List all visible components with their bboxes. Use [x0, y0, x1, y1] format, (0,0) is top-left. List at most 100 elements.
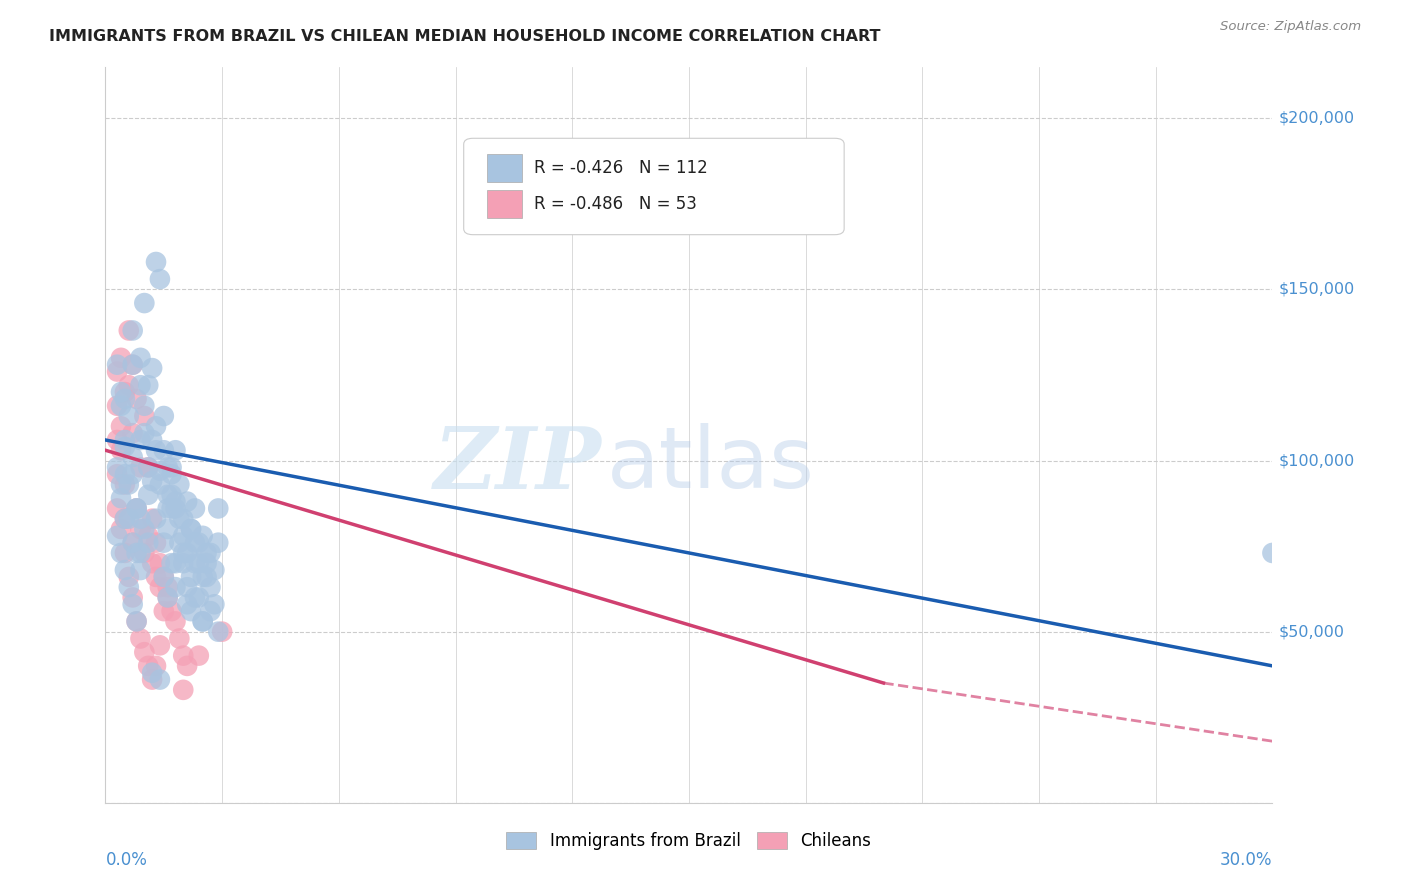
Point: [136, 460, 159, 475]
Point: [207, 624, 229, 639]
Point: [118, 580, 141, 594]
Point: [195, 556, 218, 570]
Point: [156, 488, 179, 502]
Point: [169, 535, 191, 549]
Point: [114, 512, 136, 526]
Point: [160, 467, 183, 482]
Point: [114, 477, 136, 491]
Point: [134, 426, 156, 441]
FancyBboxPatch shape: [486, 154, 522, 183]
Point: [118, 323, 141, 337]
Point: [110, 477, 132, 491]
Point: [191, 615, 214, 629]
Point: [141, 512, 163, 526]
Point: [141, 361, 163, 376]
Text: $100,000: $100,000: [1278, 453, 1354, 468]
Point: [180, 570, 202, 584]
Point: [165, 580, 187, 594]
Point: [110, 491, 132, 505]
Point: [136, 535, 159, 549]
Point: [110, 399, 132, 413]
Point: [180, 522, 202, 536]
Point: [110, 443, 132, 458]
Point: [165, 615, 187, 629]
Point: [110, 522, 132, 536]
Point: [125, 501, 148, 516]
Point: [121, 426, 143, 441]
Point: [169, 477, 191, 491]
Point: [172, 512, 194, 526]
Point: [121, 535, 143, 549]
Point: [114, 433, 136, 447]
Point: [105, 529, 128, 543]
Point: [141, 665, 163, 680]
Point: [145, 512, 167, 526]
Point: [149, 477, 172, 491]
Point: [149, 272, 172, 286]
Point: [105, 467, 128, 482]
Point: [136, 529, 159, 543]
Point: [136, 659, 159, 673]
Point: [176, 494, 198, 508]
Point: [172, 648, 194, 663]
Point: [207, 501, 229, 516]
Point: [207, 535, 229, 549]
Point: [160, 556, 183, 570]
Point: [129, 563, 152, 577]
Point: [187, 648, 209, 663]
Point: [172, 529, 194, 543]
Point: [134, 546, 156, 560]
Point: [118, 378, 141, 392]
Text: R = -0.426   N = 112: R = -0.426 N = 112: [534, 160, 707, 178]
Point: [125, 392, 148, 406]
Point: [202, 597, 225, 611]
Point: [121, 591, 143, 605]
Point: [176, 546, 198, 560]
Point: [114, 385, 136, 400]
Point: [211, 624, 233, 639]
Point: [118, 512, 141, 526]
Point: [149, 638, 172, 652]
Point: [153, 409, 174, 423]
Point: [195, 570, 218, 584]
Point: [176, 659, 198, 673]
Point: [184, 556, 207, 570]
Point: [187, 556, 209, 570]
Point: [110, 351, 132, 365]
Text: R = -0.486   N = 53: R = -0.486 N = 53: [534, 194, 696, 213]
Point: [1261, 546, 1284, 560]
Point: [153, 443, 174, 458]
Point: [187, 591, 209, 605]
Point: [121, 535, 143, 549]
FancyBboxPatch shape: [464, 138, 844, 235]
Point: [165, 556, 187, 570]
Point: [153, 535, 174, 549]
Point: [134, 409, 156, 423]
Point: [134, 399, 156, 413]
Point: [160, 488, 183, 502]
Point: [191, 529, 214, 543]
Point: [145, 419, 167, 434]
Point: [118, 477, 141, 491]
Point: [165, 501, 187, 516]
Point: [125, 546, 148, 560]
Text: $200,000: $200,000: [1278, 111, 1354, 126]
Point: [114, 512, 136, 526]
Point: [184, 591, 207, 605]
Point: [191, 570, 214, 584]
Point: [141, 474, 163, 488]
Text: 30.0%: 30.0%: [1220, 851, 1272, 869]
Point: [105, 501, 128, 516]
Point: [134, 522, 156, 536]
Point: [129, 546, 152, 560]
Point: [129, 433, 152, 447]
Text: IMMIGRANTS FROM BRAZIL VS CHILEAN MEDIAN HOUSEHOLD INCOME CORRELATION CHART: IMMIGRANTS FROM BRAZIL VS CHILEAN MEDIAN…: [49, 29, 880, 45]
Point: [110, 419, 132, 434]
Point: [141, 433, 163, 447]
Point: [172, 556, 194, 570]
Point: [149, 556, 172, 570]
Point: [145, 570, 167, 584]
Point: [141, 556, 163, 570]
Point: [202, 563, 225, 577]
Point: [145, 659, 167, 673]
